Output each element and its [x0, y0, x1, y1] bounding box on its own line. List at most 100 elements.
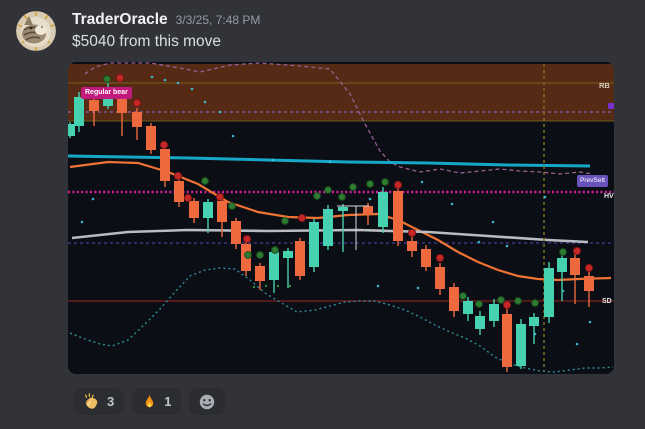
- sell-signal-dot: [215, 192, 225, 202]
- timestamp: 3/3/25, 7:48 PM: [175, 13, 261, 27]
- candle-body: [117, 98, 127, 113]
- buy-signal-dot: [349, 183, 357, 191]
- candle-body: [217, 201, 227, 222]
- scatter-dot: [376, 284, 380, 288]
- candle-body: [255, 266, 265, 281]
- scatter-dot: [491, 220, 495, 224]
- scatter-dot: [328, 160, 332, 164]
- purple-chip: [608, 103, 614, 109]
- scatter-dot: [163, 78, 167, 82]
- candle-body: [421, 249, 431, 267]
- chart-svg: [68, 62, 614, 373]
- scatter-speck: [252, 285, 256, 289]
- buy-signal-dot: [103, 75, 111, 83]
- scatter-dot: [368, 197, 372, 201]
- candle-body: [203, 202, 213, 218]
- sell-signal-dot: [173, 171, 183, 181]
- scatter-dot: [271, 158, 275, 162]
- candle-body: [189, 201, 199, 218]
- buy-signal-dot: [497, 296, 505, 304]
- candle-body: [407, 241, 417, 251]
- candle-body: [174, 181, 184, 202]
- reaction-clap[interactable]: 3: [73, 388, 125, 415]
- candle-body: [502, 314, 512, 367]
- candle-body: [584, 276, 594, 291]
- candle-body: [269, 252, 279, 280]
- candle-body: [463, 301, 473, 314]
- candle-body: [435, 267, 445, 289]
- buy-signal-dot: [256, 251, 264, 259]
- lower-bollinger-line: [69, 267, 614, 373]
- sell-signal-dot: [584, 263, 594, 273]
- scatter-dot: [505, 244, 509, 248]
- message-text: $5040 from this move: [72, 33, 222, 50]
- sd-level-label: SD: [602, 298, 612, 305]
- scatter-dot: [420, 180, 424, 184]
- hv-level-label: HV: [604, 193, 614, 200]
- buy-signal-dot: [459, 292, 467, 300]
- sell-signal-dot: [407, 228, 417, 238]
- buy-signal-dot: [244, 251, 252, 259]
- candle-body: [74, 97, 84, 126]
- sell-signal-dot: [159, 140, 169, 150]
- avatar[interactable]: [16, 11, 56, 51]
- buy-signal-dot: [531, 299, 539, 307]
- scatter-dot: [543, 195, 547, 199]
- candle-body: [309, 222, 319, 267]
- candle-body: [160, 149, 170, 181]
- regular-bear-flag: Regular bear: [81, 87, 132, 100]
- scatter-dot: [218, 110, 222, 114]
- chart-attachment[interactable]: Regular bear RB PrevSett HV SD: [68, 62, 614, 374]
- buy-signal-dot: [559, 248, 567, 256]
- prevsett-label: PrevSett: [577, 175, 608, 187]
- candle-body: [283, 251, 293, 258]
- sell-signal-dot: [132, 98, 142, 108]
- scatter-speck: [288, 284, 292, 288]
- scatter-dot: [91, 197, 95, 201]
- candle-body: [557, 258, 567, 272]
- sell-signal-dot: [115, 73, 125, 83]
- scatter-dot: [588, 320, 592, 324]
- scatter-dot: [416, 286, 420, 290]
- candle-body: [489, 304, 499, 321]
- avatar-image: [16, 11, 56, 51]
- add-reaction-smiley-icon: [200, 394, 215, 409]
- candle-body: [378, 192, 388, 227]
- candle-body: [393, 191, 403, 241]
- username[interactable]: TraderOracle: [72, 11, 168, 28]
- sell-signal-dot: [435, 253, 445, 263]
- sell-signal-dot: [297, 213, 307, 223]
- reaction-fire[interactable]: 1: [132, 388, 182, 415]
- fire-emoji: [145, 394, 154, 408]
- scatter-dot: [477, 240, 481, 244]
- buy-signal-dot: [366, 180, 374, 188]
- add-reaction-button[interactable]: [189, 388, 226, 415]
- candle-body: [544, 268, 554, 317]
- scatter-dot: [575, 342, 579, 346]
- candle-body: [449, 287, 459, 311]
- message-header: TraderOracle 3/3/25, 7:48 PM: [72, 11, 260, 29]
- scatter-speck: [276, 284, 280, 288]
- candle-body: [103, 96, 113, 106]
- candle-body: [68, 124, 75, 136]
- buy-signal-dot: [201, 177, 209, 185]
- scatter-dot: [203, 100, 207, 104]
- buy-signal-dot: [381, 178, 389, 186]
- candle-body: [231, 221, 241, 244]
- sell-signal-dot: [393, 180, 403, 190]
- candle-body: [570, 258, 580, 275]
- scatter-dot: [150, 75, 154, 79]
- buy-signal-dot: [475, 300, 483, 308]
- candle-body: [132, 112, 142, 127]
- sell-signal-dot: [183, 193, 193, 203]
- buy-signal-dot: [514, 297, 522, 305]
- scatter-speck: [264, 284, 268, 288]
- rb-level-label: RB: [599, 81, 610, 90]
- candle-body: [529, 317, 539, 326]
- candle-body: [363, 206, 373, 214]
- scatter-dot: [176, 81, 180, 85]
- scatter-dot: [450, 202, 454, 206]
- candle-body: [295, 241, 305, 276]
- buy-signal-dot: [324, 186, 332, 194]
